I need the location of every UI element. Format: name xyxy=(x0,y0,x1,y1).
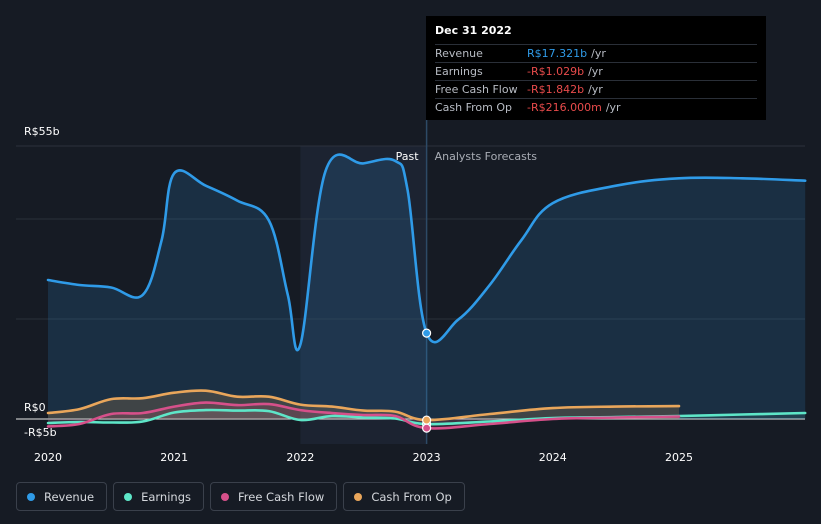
free-cash-flow-line xyxy=(46,401,681,430)
past-label: Past xyxy=(396,150,420,163)
tooltip-row-label: Cash From Op xyxy=(435,101,513,114)
chart-area: R$55b R$0 -R$5b 2020 2021 2022 2023 2024 2025 Pas… xyxy=(16,120,807,464)
x-tick-label: 2023 xyxy=(413,451,441,464)
legend-dot-icon xyxy=(27,492,35,501)
y-axis-label: R$0 xyxy=(24,401,46,414)
revenue-hover-marker xyxy=(422,328,432,338)
x-tick-label: 2020 xyxy=(34,451,62,464)
tooltip-row-unit: /yr xyxy=(588,83,603,96)
tooltip-row-value: -R$216.000m xyxy=(527,101,602,114)
legend-label: Cash From Op xyxy=(371,489,452,504)
legend: Revenue Earnings Free Cash Flow Cash From O… xyxy=(16,482,465,511)
tooltip-row-value: -R$1.029b xyxy=(527,65,585,78)
tooltip-row-unit: /yr xyxy=(591,47,606,60)
cash-from-op-line xyxy=(46,389,681,422)
legend-item-earnings[interactable]: Earnings xyxy=(113,482,204,511)
legend-dot-icon xyxy=(354,492,363,501)
tooltip-row-value: -R$1.842b xyxy=(527,83,585,96)
tooltip-row-unit: /yr xyxy=(605,101,621,114)
x-tick-label: 2025 xyxy=(665,451,693,464)
x-tick-label: 2022 xyxy=(286,451,314,464)
legend-dot-icon xyxy=(124,492,133,501)
legend-label: Revenue xyxy=(44,489,95,504)
tooltip-row: Cash From Op -R$216.000m /yr xyxy=(435,98,757,116)
legend-dot-icon xyxy=(221,492,229,501)
past-highlight-region xyxy=(300,146,427,444)
tooltip-row: Free Cash Flow -R$1.842b /yr xyxy=(435,80,757,98)
tooltip-row-value: R$17.321b xyxy=(527,47,588,60)
legend-item-free-cash-flow[interactable]: Free Cash Flow xyxy=(210,482,338,511)
cash-from-op-area xyxy=(48,390,679,421)
tooltip-row-label: Free Cash Flow xyxy=(435,83,518,96)
tooltip-row: Revenue R$17.321b /yr xyxy=(435,44,757,62)
x-tick-label: 2021 xyxy=(160,451,188,464)
forecast-label: Analysts Forecasts xyxy=(435,150,538,163)
tooltip-row: Earnings -R$1.029b /yr xyxy=(435,62,757,80)
tooltip-date: Dec 31 2022 xyxy=(435,24,512,37)
revenue-line xyxy=(46,153,807,352)
y-axis-label: R$55b xyxy=(24,125,60,138)
tooltip-row-label: Revenue xyxy=(435,47,483,60)
legend-item-cash-from-op[interactable]: Cash From Op xyxy=(343,482,465,511)
legend-label: Free Cash Flow xyxy=(238,489,325,504)
tooltip-row-unit: /yr xyxy=(588,65,603,78)
earnings-area xyxy=(48,409,806,425)
revenue-area xyxy=(48,154,806,420)
y-axis-label: -R$5b xyxy=(24,426,57,439)
free-cash-flow-hover-marker xyxy=(422,423,432,433)
cash-from-op-hover-marker xyxy=(422,415,432,425)
tooltip-row-label: Earnings xyxy=(435,65,483,78)
tooltip: Dec 31 2022 Revenue R$17.321b /yr Earnings… xyxy=(426,16,766,120)
x-tick-label: 2024 xyxy=(539,451,567,464)
legend-item-revenue[interactable]: Revenue xyxy=(16,482,108,511)
legend-label: Earnings xyxy=(141,489,191,504)
